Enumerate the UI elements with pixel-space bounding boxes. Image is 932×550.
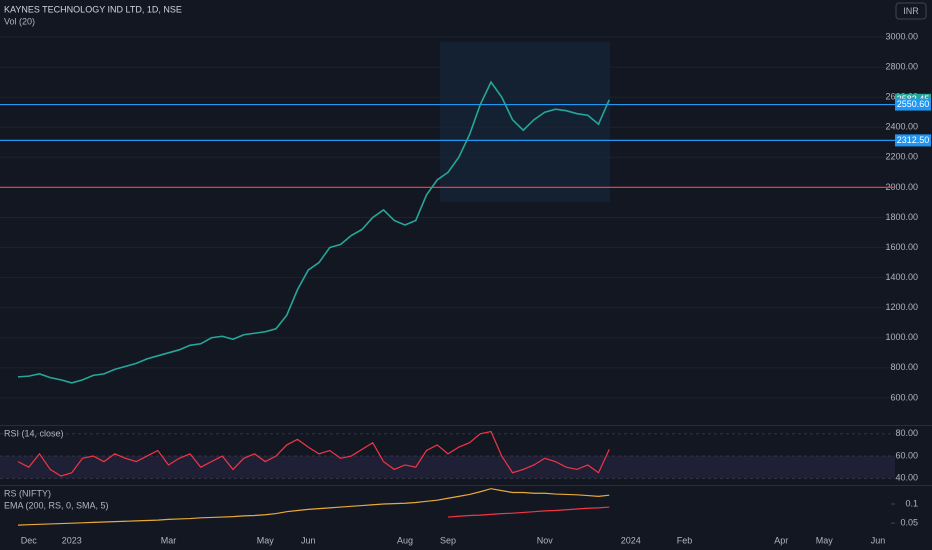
currency-button[interactable] [895,2,927,20]
x-tick-label: 2024 [621,535,641,545]
price-tag [895,98,931,111]
y-tick-label: 1000.00 [885,332,918,342]
x-tick-label: Nov [537,535,554,545]
y-tick-label: 3000.00 [885,31,918,41]
y-tick-label: 1400.00 [885,272,918,282]
y-tick-label: 800.00 [890,362,918,372]
series-label: RSI (14, close) [4,428,64,438]
y-tick-label: 40.00 [895,473,918,483]
x-tick-label: Sep [440,535,456,545]
y-tick-label: 1200.00 [885,302,918,312]
series-line [17,488,610,526]
price-tag-label: 2550.60 [897,99,930,109]
y-tick-label: 1800.00 [885,212,918,222]
volume-label: Vol (20) [4,16,35,26]
y-tick-label: 60.00 [895,450,918,460]
y-tick-label: 0.1 [905,498,918,508]
layer: 600.00 800.00 1000.00 1200.00 1400.00 1600.00… [0,31,931,545]
y-tick-label: 0.05 [900,518,918,528]
x-tick-label: Jun [301,535,316,545]
x-tick-label: Mar [161,535,177,545]
x-tick-label: Apr [774,535,788,545]
series-line [447,506,610,518]
y-tick-label: 1600.00 [885,242,918,252]
y-tick-label: 80.00 [895,428,918,438]
range-box [440,42,610,202]
x-tick-label: Dec [21,535,38,545]
y-tick-label: 2000.00 [885,182,918,192]
series-line [17,430,610,477]
series-line [17,80,610,384]
series-label: RS (NIFTY) [4,488,51,498]
price-tag-label: 2312.50 [897,135,930,145]
y-tick-label: 600.00 [890,392,918,402]
x-tick-label: Feb [677,535,693,545]
x-tick-label: May [257,535,275,545]
x-tick-label: Aug [397,535,413,545]
x-tick-label: 2023 [62,535,82,545]
currency-label[interactable]: INR [903,6,919,16]
symbol-title: KAYNES TECHNOLOGY IND LTD, 1D, NSE [4,4,182,14]
y-tick-label: 2200.00 [885,152,918,162]
rsi-band [0,456,895,479]
x-tick-label: Jun [871,535,886,545]
x-tick-label: May [816,535,834,545]
y-tick-label: 2800.00 [885,61,918,71]
price-tag [895,134,931,147]
series-label: EMA (200, RS, 0, SMA, 5) [4,500,109,510]
y-tick-label: 2400.00 [885,122,918,132]
